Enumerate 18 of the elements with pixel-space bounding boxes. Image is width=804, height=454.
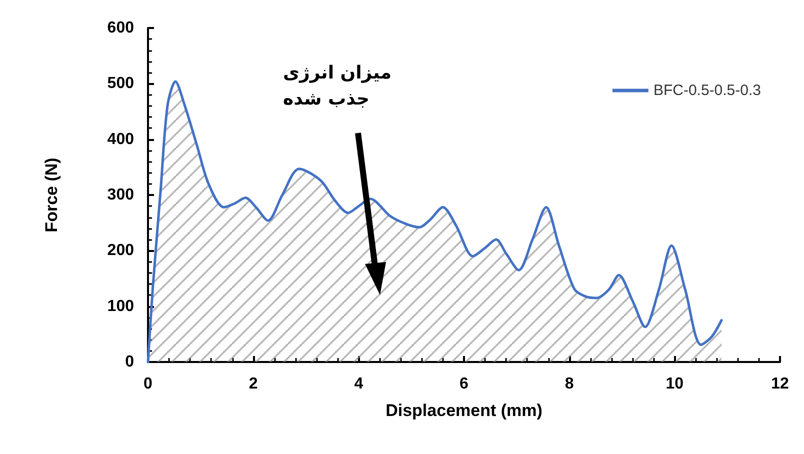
y-tick-label: 0 <box>125 354 134 370</box>
x-tick-label: 4 <box>354 376 364 392</box>
x-tick-label: 6 <box>460 376 469 392</box>
y-tick-label: 300 <box>107 186 134 204</box>
x-tick-label: 2 <box>248 376 258 392</box>
x-tick-label: 12 <box>771 376 789 392</box>
y-tick-label: 600 <box>107 20 134 36</box>
x-axis-title: Displacement (mm) <box>386 401 542 420</box>
x-tick-label: 8 <box>564 376 574 392</box>
y-tick-label: 500 <box>107 75 134 92</box>
x-tick-label: 0 <box>144 376 153 392</box>
legend-label: BFC-0.5-0.5-0.3 <box>653 82 762 99</box>
y-tick-label: 400 <box>107 130 134 148</box>
x-tick-label: 10 <box>666 376 684 392</box>
y-axis-title: Force (N) <box>42 158 61 232</box>
annotation: میزان انرژی جذب شده <box>283 62 392 110</box>
y-tick-label: 200 <box>107 242 134 260</box>
y-tick-label: 100 <box>107 298 134 315</box>
